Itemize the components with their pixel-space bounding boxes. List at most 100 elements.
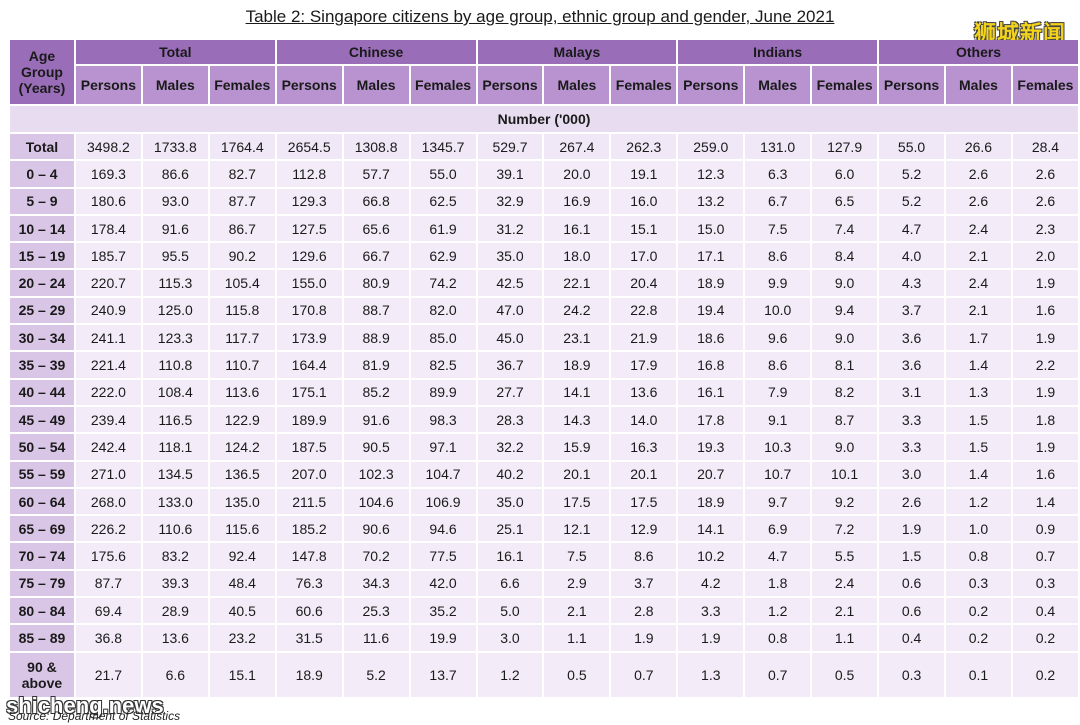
value-cell: 0.7 <box>611 652 677 697</box>
value-cell: 108.4 <box>142 379 208 405</box>
value-cell: 9.2 <box>812 488 878 515</box>
value-cell: 2.6 <box>946 188 1011 214</box>
value-cell: 5.2 <box>343 652 409 697</box>
value-cell: 2.3 <box>1012 215 1078 242</box>
value-cell: 17.5 <box>611 488 677 515</box>
value-cell: 3.1 <box>879 379 945 405</box>
value-cell: 6.0 <box>812 161 878 187</box>
age-group-cell: 50 – 54 <box>10 434 74 460</box>
value-cell: 221.4 <box>75 352 141 378</box>
value-cell: 129.3 <box>276 188 342 214</box>
value-cell: 0.6 <box>879 598 945 624</box>
value-cell: 1.2 <box>946 488 1011 515</box>
value-cell: 127.9 <box>812 134 878 160</box>
value-cell: 42.0 <box>410 570 476 597</box>
value-cell: 124.2 <box>209 434 275 460</box>
value-cell: 239.4 <box>75 406 141 433</box>
value-cell: 12.9 <box>611 516 677 542</box>
value-cell: 175.6 <box>75 543 141 569</box>
value-cell: 102.3 <box>343 461 409 487</box>
value-cell: 1.4 <box>946 461 1011 487</box>
table-row: 70 – 74 175.6 83.2 92.4 147.8 70.2 77.5 16.1 7.5… <box>10 543 1078 569</box>
value-cell: 115.8 <box>209 297 275 324</box>
value-cell: 222.0 <box>75 379 141 405</box>
value-cell: 17.0 <box>611 243 677 269</box>
value-cell: 48.4 <box>209 570 275 597</box>
value-cell: 4.2 <box>678 570 744 597</box>
value-cell: 1.6 <box>1012 297 1078 324</box>
value-cell: 106.9 <box>410 488 476 515</box>
table-row: 85 – 89 36.8 13.6 23.2 31.5 11.6 19.9 3.0 1.1 1.9… <box>10 625 1078 651</box>
value-cell: 13.6 <box>142 625 208 651</box>
value-cell: 178.4 <box>75 215 141 242</box>
sub-header-persons: Persons <box>477 66 543 104</box>
value-cell: 25.1 <box>477 516 543 542</box>
table-row: 55 – 59 271.0 134.5 136.5 207.0 102.3 104.7 40.… <box>10 461 1078 487</box>
value-cell: 19.4 <box>678 297 744 324</box>
value-cell: 122.9 <box>209 406 275 433</box>
value-cell: 3.3 <box>678 598 744 624</box>
value-cell: 259.0 <box>678 134 744 160</box>
value-cell: 61.9 <box>410 215 476 242</box>
value-cell: 0.9 <box>1012 516 1078 542</box>
value-cell: 10.7 <box>745 461 811 487</box>
value-cell: 3.6 <box>879 352 945 378</box>
value-cell: 0.2 <box>946 625 1011 651</box>
value-cell: 7.2 <box>812 516 878 542</box>
value-cell: 91.6 <box>142 215 208 242</box>
value-cell: 175.1 <box>276 379 342 405</box>
value-cell: 19.9 <box>410 625 476 651</box>
value-cell: 8.6 <box>745 352 811 378</box>
value-cell: 14.0 <box>611 406 677 433</box>
age-group-cell: 55 – 59 <box>10 461 74 487</box>
value-cell: 267.4 <box>544 134 610 160</box>
value-cell: 6.3 <box>745 161 811 187</box>
value-cell: 189.9 <box>276 406 342 433</box>
value-cell: 155.0 <box>276 270 342 296</box>
value-cell: 88.9 <box>343 325 409 351</box>
value-cell: 1.9 <box>879 516 945 542</box>
table-row: 30 – 34 241.1 123.3 117.7 173.9 88.9 85.0 45.0 2… <box>10 325 1078 351</box>
value-cell: 13.2 <box>678 188 744 214</box>
value-cell: 1764.4 <box>209 134 275 160</box>
value-cell: 9.6 <box>745 325 811 351</box>
table-row: Total 3498.2 1733.8 1764.4 2654.5 1308.8 1345.… <box>10 134 1078 160</box>
value-cell: 23.1 <box>544 325 610 351</box>
value-cell: 226.2 <box>75 516 141 542</box>
sub-header-females: Females <box>410 66 476 104</box>
value-cell: 14.1 <box>544 379 610 405</box>
value-cell: 18.9 <box>276 652 342 697</box>
value-cell: 40.5 <box>209 598 275 624</box>
value-cell: 6.9 <box>745 516 811 542</box>
value-cell: 91.6 <box>343 406 409 433</box>
value-cell: 16.1 <box>678 379 744 405</box>
value-cell: 95.5 <box>142 243 208 269</box>
table-row: 45 – 49 239.4 116.5 122.9 189.9 91.6 98.3 28.3 1… <box>10 406 1078 433</box>
value-cell: 2.1 <box>946 243 1011 269</box>
value-cell: 1.5 <box>946 406 1011 433</box>
value-cell: 15.0 <box>678 215 744 242</box>
value-cell: 28.9 <box>142 598 208 624</box>
value-cell: 262.3 <box>611 134 677 160</box>
value-cell: 1.9 <box>1012 270 1078 296</box>
value-cell: 9.0 <box>812 325 878 351</box>
value-cell: 1.4 <box>1012 488 1078 515</box>
value-cell: 1.8 <box>745 570 811 597</box>
value-cell: 2.6 <box>879 488 945 515</box>
value-cell: 69.4 <box>75 598 141 624</box>
value-cell: 135.0 <box>209 488 275 515</box>
value-cell: 271.0 <box>75 461 141 487</box>
value-cell: 10.0 <box>745 297 811 324</box>
value-cell: 65.6 <box>343 215 409 242</box>
age-group-cell: 85 – 89 <box>10 625 74 651</box>
value-cell: 90.2 <box>209 243 275 269</box>
table-row: 80 – 84 69.4 28.9 40.5 60.6 25.3 35.2 5.0 2.1 2.8… <box>10 598 1078 624</box>
age-group-cell: 15 – 19 <box>10 243 74 269</box>
value-cell: 35.0 <box>477 243 543 269</box>
value-cell: 6.6 <box>477 570 543 597</box>
value-cell: 2.4 <box>946 270 1011 296</box>
table-row: 0 – 4 169.3 86.6 82.7 112.8 57.7 55.0 39.1 20.0 1… <box>10 161 1078 187</box>
value-cell: 134.5 <box>142 461 208 487</box>
value-cell: 19.1 <box>611 161 677 187</box>
value-cell: 8.6 <box>611 543 677 569</box>
